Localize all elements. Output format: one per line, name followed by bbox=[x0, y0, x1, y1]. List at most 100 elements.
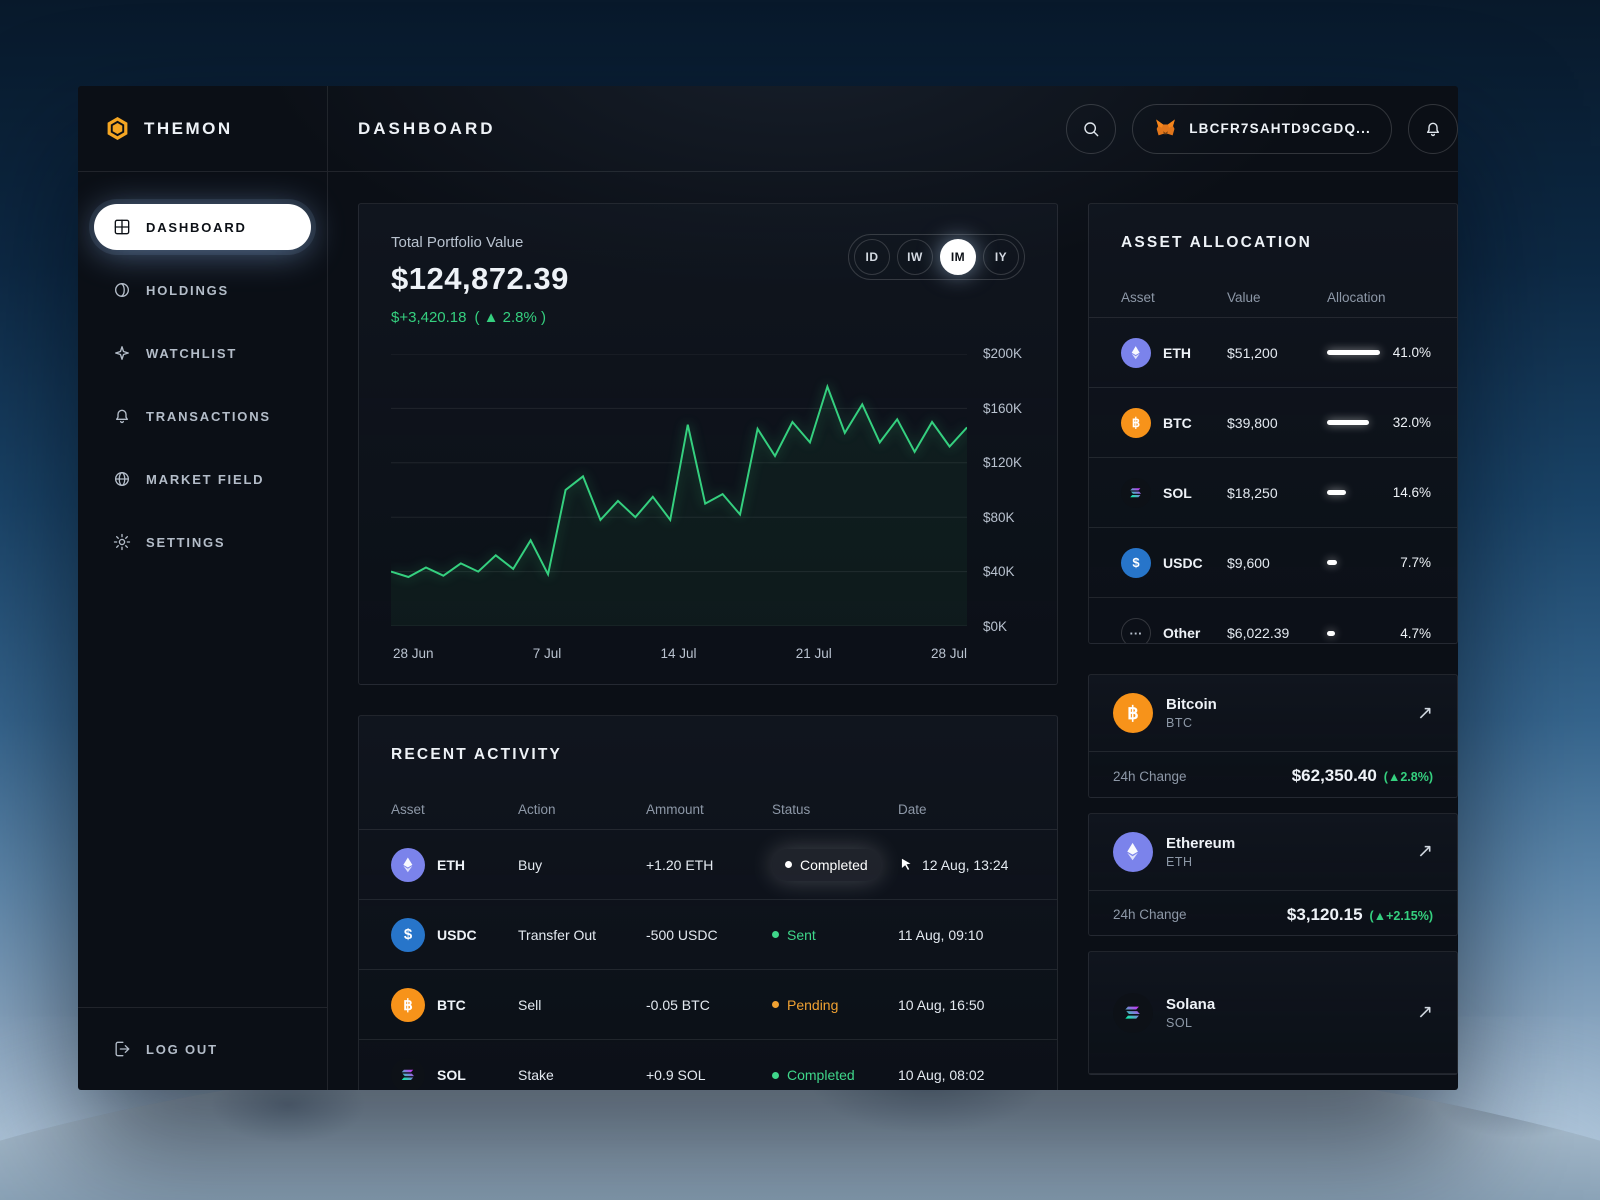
table-row[interactable]: $ USDC Transfer Out -500 USDC Sent bbox=[359, 900, 1057, 970]
sidebar-item-dashboard[interactable]: DASHBOARD bbox=[94, 204, 311, 250]
portfolio-change-amount: $+3,420.18 bbox=[391, 309, 467, 326]
eth-icon bbox=[391, 847, 425, 882]
wallet-address: LBCFR7SAHTD9CGDQ... bbox=[1189, 121, 1371, 136]
range-1y-button[interactable]: IY bbox=[983, 239, 1019, 275]
ethereum-ticker-card[interactable]: Ethereum ETH ↗ 24h Change $3,120.15 (▲+2… bbox=[1088, 812, 1458, 937]
usdc-icon: $ bbox=[1121, 547, 1151, 578]
ticker-symbol: SOL bbox=[1166, 1015, 1193, 1030]
column-header: Allocation bbox=[1327, 290, 1386, 305]
app-window: THEMON DASHBOARD HOLDINGS bbox=[78, 86, 1458, 1090]
status-dot bbox=[785, 861, 792, 868]
range-1m-button[interactable]: IM bbox=[940, 239, 976, 275]
status-badge: Sent bbox=[772, 927, 816, 943]
page-title: DASHBOARD bbox=[358, 118, 496, 138]
allocation-row: ETH $51,200 41.0% bbox=[1089, 318, 1457, 388]
btc-icon: ฿ bbox=[1113, 693, 1153, 734]
ticker-change: (▲2.8%) bbox=[1383, 770, 1433, 785]
asset-value: $39,800 bbox=[1227, 414, 1278, 431]
table-row[interactable]: ETH Buy +1.20 ETH Completed bbox=[359, 830, 1057, 900]
search-button[interactable] bbox=[1066, 103, 1117, 154]
ticker-name: Solana bbox=[1166, 995, 1216, 1013]
chart-x-axis: 28 Jun 7 Jul 14 Jul 21 Jul 28 Jul bbox=[393, 646, 967, 661]
logout-icon bbox=[112, 1039, 132, 1059]
portfolio-value: $124,872.39 bbox=[391, 261, 569, 296]
sidebar-item-label: WATCHLIST bbox=[146, 345, 238, 361]
sidebar-item-market-field[interactable]: MARKET FIELD bbox=[94, 456, 311, 502]
time-range-selector: ID IW IM IY bbox=[848, 234, 1025, 280]
sidebar-item-label: HOLDINGS bbox=[146, 282, 230, 298]
usdc-icon: $ bbox=[391, 917, 425, 952]
sidebar-item-watchlist[interactable]: WATCHLIST bbox=[94, 330, 311, 376]
btc-icon: ฿ bbox=[1121, 407, 1151, 438]
asset-symbol: SOL bbox=[1163, 484, 1192, 501]
sidebar-item-settings[interactable]: SETTINGS bbox=[94, 519, 311, 565]
column-header: Status bbox=[772, 802, 811, 817]
allocation-bar bbox=[1327, 350, 1381, 355]
sidebar-item-holdings[interactable]: HOLDINGS bbox=[94, 267, 311, 313]
range-1d-button[interactable]: ID bbox=[854, 239, 890, 275]
range-1w-button[interactable]: IW bbox=[897, 239, 933, 275]
open-link-icon[interactable]: ↗ bbox=[1417, 1002, 1433, 1024]
y-tick: $120K bbox=[983, 455, 1023, 471]
asset-symbol: ETH bbox=[1163, 344, 1191, 361]
asset-symbol: BTC bbox=[437, 996, 466, 1013]
sidebar-item-label: DASHBOARD bbox=[146, 219, 247, 235]
sidebar-item-transactions[interactable]: TRANSACTIONS bbox=[94, 393, 311, 439]
open-link-icon[interactable]: ↗ bbox=[1417, 702, 1433, 724]
sol-icon bbox=[391, 1058, 425, 1090]
ticker-name: Ethereum bbox=[1166, 834, 1236, 852]
ticker-change: (▲+2.15%) bbox=[1369, 908, 1433, 923]
status-badge: Completed bbox=[772, 848, 881, 881]
allocation-percent: 7.7% bbox=[1400, 555, 1431, 570]
table-row[interactable]: SOL Stake +0.9 SOL Completed bbox=[359, 1040, 1057, 1090]
gear-icon bbox=[112, 532, 132, 552]
asset-symbol: USDC bbox=[1163, 554, 1203, 571]
themon-logo-icon bbox=[107, 117, 128, 140]
sol-icon bbox=[1113, 992, 1153, 1033]
amount-cell: -500 USDC bbox=[646, 926, 718, 943]
dashboard-grid-icon bbox=[112, 217, 132, 237]
solana-ticker-card[interactable]: Solana SOL ↗ bbox=[1088, 951, 1458, 1075]
action-cell: Stake bbox=[518, 1067, 554, 1083]
eth-icon bbox=[1121, 337, 1151, 368]
allocation-percent: 14.6% bbox=[1392, 485, 1431, 500]
asset-value: $51,200 bbox=[1227, 344, 1278, 361]
status-dot bbox=[772, 1071, 779, 1079]
allocation-row: ฿ BTC $39,800 32.0% bbox=[1089, 388, 1457, 458]
asset-allocation-card: ASSET ALLOCATION Asset Value Allocation bbox=[1088, 203, 1458, 645]
coin-icon bbox=[112, 280, 132, 300]
allocation-row: $ USDC $9,600 7.7% bbox=[1089, 528, 1457, 598]
ticker-symbol: ETH bbox=[1166, 854, 1193, 869]
bitcoin-ticker-card[interactable]: ฿ Bitcoin BTC ↗ 24h Change $62,350.40 bbox=[1088, 674, 1458, 798]
sol-icon bbox=[1121, 477, 1151, 508]
status-label: Sent bbox=[787, 926, 816, 943]
date-cell: 10 Aug, 16:50 bbox=[898, 996, 985, 1013]
amount-cell: +1.20 ETH bbox=[646, 856, 714, 873]
cursor-icon bbox=[898, 856, 915, 873]
allocation-bar bbox=[1327, 490, 1346, 495]
asset-value: $18,250 bbox=[1227, 484, 1278, 501]
column-header: Date bbox=[898, 802, 927, 817]
allocation-row: SOL $18,250 14.6% bbox=[1089, 458, 1457, 528]
y-tick: $0K bbox=[983, 618, 1008, 634]
other-assets-icon: ··· bbox=[1121, 618, 1151, 644]
logout-button[interactable]: LOG OUT bbox=[94, 1026, 311, 1072]
table-row[interactable]: ฿ BTC Sell -0.05 BTC Pending bbox=[359, 970, 1057, 1040]
asset-symbol: SOL bbox=[437, 1067, 466, 1083]
asset-allocation-title: ASSET ALLOCATION bbox=[1121, 234, 1313, 251]
column-header: Asset bbox=[1121, 290, 1155, 305]
asset-symbol: Other bbox=[1163, 625, 1201, 641]
allocation-percent: 4.7% bbox=[1400, 625, 1431, 641]
open-link-icon[interactable]: ↗ bbox=[1417, 841, 1433, 863]
asset-value: $9,600 bbox=[1227, 554, 1270, 571]
brand: THEMON bbox=[78, 86, 327, 172]
metamask-fox-icon bbox=[1153, 116, 1178, 141]
action-cell: Sell bbox=[518, 996, 542, 1013]
sparkle-star-icon bbox=[112, 343, 132, 363]
sidebar: THEMON DASHBOARD HOLDINGS bbox=[78, 86, 328, 1090]
y-tick: $160K bbox=[983, 400, 1023, 416]
allocation-percent: 41.0% bbox=[1392, 345, 1431, 360]
notifications-button[interactable] bbox=[1408, 103, 1458, 154]
brand-name: THEMON bbox=[144, 118, 233, 138]
wallet-chip[interactable]: LBCFR7SAHTD9CGDQ... bbox=[1132, 103, 1392, 154]
